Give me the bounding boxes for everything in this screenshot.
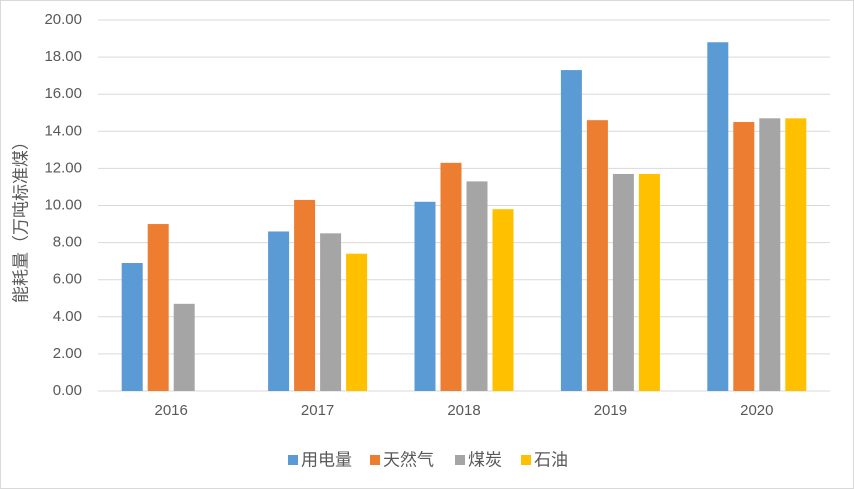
y-tick-label: 2.00 — [53, 345, 82, 362]
bar — [466, 181, 488, 391]
bar — [294, 199, 316, 391]
bar — [346, 253, 368, 391]
legend-swatch — [288, 455, 298, 465]
y-tick-label: 18.00 — [44, 48, 82, 65]
bar — [638, 173, 660, 391]
bar — [268, 231, 290, 391]
legend-label: 天然气 — [383, 450, 434, 469]
y-tick-label: 16.00 — [44, 85, 82, 102]
legend-label: 石油 — [534, 450, 568, 469]
bar — [733, 122, 755, 392]
bar — [586, 120, 608, 392]
legend-label: 用电量 — [301, 450, 352, 469]
bar — [560, 70, 582, 392]
legend-swatch — [370, 455, 380, 465]
y-tick-label: 20.00 — [44, 11, 82, 28]
bar — [785, 118, 807, 391]
bar — [440, 162, 462, 391]
x-tick-label: 2016 — [155, 402, 188, 419]
y-tick-label: 12.00 — [44, 159, 82, 176]
bar — [147, 224, 169, 391]
x-tick-label: 2018 — [447, 402, 480, 419]
y-tick-label: 8.00 — [53, 234, 82, 251]
bar — [173, 303, 195, 391]
y-tick-label: 6.00 — [53, 271, 82, 288]
x-tick-label: 2017 — [301, 402, 334, 419]
y-tick-label: 10.00 — [44, 196, 82, 213]
y-tick-label: 4.00 — [53, 308, 82, 325]
legend-swatch — [455, 455, 465, 465]
bar — [707, 42, 729, 391]
bar — [612, 173, 634, 391]
y-tick-label: 0.00 — [53, 382, 82, 399]
bar — [759, 118, 781, 391]
y-axis-title: 能耗量（万吨标准煤） — [11, 133, 30, 303]
bar — [492, 209, 514, 391]
x-tick-label: 2020 — [740, 402, 773, 419]
bar — [320, 233, 342, 391]
legend-label: 煤炭 — [468, 450, 502, 469]
x-tick-label: 2019 — [594, 402, 627, 419]
y-tick-label: 14.00 — [44, 122, 82, 139]
bar — [121, 263, 143, 391]
legend-swatch — [521, 455, 531, 465]
bar — [414, 201, 436, 391]
